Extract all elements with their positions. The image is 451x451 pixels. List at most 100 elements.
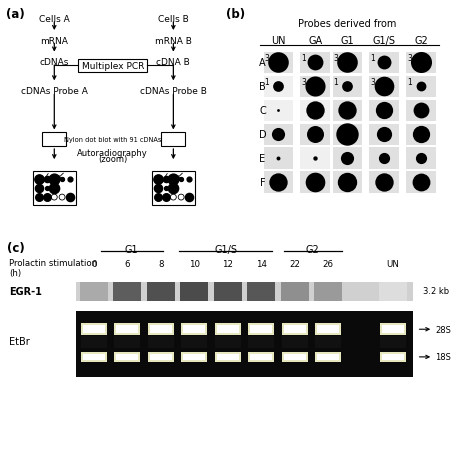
Text: 1: 1: [265, 78, 269, 87]
Point: [418, 107, 425, 115]
Bar: [406, 124, 436, 145]
Bar: [406, 77, 436, 97]
Point: [418, 155, 425, 162]
Text: 3: 3: [407, 54, 412, 63]
Point: [275, 83, 282, 91]
Bar: [115, 336, 140, 348]
Bar: [332, 172, 363, 193]
Text: mRNA: mRNA: [40, 37, 68, 46]
Bar: [263, 77, 294, 97]
Point: [178, 176, 185, 183]
Point: [59, 176, 66, 183]
Text: 3.2 kb: 3.2 kb: [423, 286, 449, 295]
Bar: [263, 172, 294, 193]
Point: [381, 179, 388, 186]
Bar: [183, 354, 205, 360]
Point: [344, 179, 351, 186]
Point: [51, 194, 58, 201]
Bar: [406, 101, 436, 121]
Text: 1: 1: [370, 54, 375, 63]
Bar: [369, 124, 399, 145]
Text: D: D: [258, 130, 266, 140]
Bar: [250, 354, 272, 360]
Bar: [216, 326, 239, 333]
Bar: [83, 354, 105, 360]
Bar: [380, 352, 406, 362]
Point: [35, 194, 42, 201]
Bar: [216, 354, 239, 360]
Text: Autoradiography: Autoradiography: [78, 149, 148, 158]
Bar: [380, 323, 406, 336]
Point: [162, 176, 169, 183]
Point: [312, 107, 319, 115]
Point: [162, 185, 169, 192]
Point: [35, 176, 42, 183]
Point: [344, 107, 351, 115]
Text: F: F: [260, 178, 265, 188]
Point: [344, 131, 351, 138]
Bar: [181, 352, 207, 362]
Bar: [113, 282, 141, 302]
Bar: [282, 336, 308, 348]
Point: [344, 83, 351, 91]
Bar: [215, 352, 241, 362]
Bar: [148, 336, 174, 348]
Text: 0: 0: [91, 259, 97, 268]
Bar: [247, 282, 275, 302]
Bar: [300, 148, 330, 169]
Point: [418, 83, 425, 91]
Bar: [148, 323, 174, 336]
Bar: [32, 171, 76, 206]
Bar: [284, 354, 306, 360]
Bar: [150, 354, 172, 360]
Bar: [76, 282, 413, 302]
Text: GA: GA: [308, 36, 322, 46]
Point: [344, 60, 351, 67]
Bar: [148, 352, 174, 362]
Point: [275, 131, 282, 138]
Point: [162, 194, 169, 201]
Point: [275, 179, 282, 186]
Bar: [215, 336, 241, 348]
Point: [154, 194, 161, 201]
Text: Prolactin stimulation: Prolactin stimulation: [9, 258, 97, 267]
Point: [312, 83, 319, 91]
Text: B: B: [259, 82, 266, 92]
Point: [418, 131, 425, 138]
Bar: [317, 326, 339, 333]
Point: [51, 176, 58, 183]
Bar: [380, 336, 406, 348]
Text: 1: 1: [334, 78, 338, 87]
Text: 12: 12: [222, 259, 233, 268]
Point: [381, 107, 388, 115]
Text: G1: G1: [125, 244, 138, 254]
Point: [43, 185, 50, 192]
Bar: [152, 171, 195, 206]
Bar: [263, 53, 294, 74]
Bar: [116, 326, 138, 333]
Bar: [81, 323, 107, 336]
Bar: [150, 326, 172, 333]
Bar: [161, 133, 185, 147]
Point: [66, 194, 74, 201]
Text: Probes derived from: Probes derived from: [298, 19, 397, 29]
Bar: [78, 60, 147, 73]
Point: [170, 176, 177, 183]
Text: G1/S: G1/S: [373, 36, 396, 46]
Point: [275, 155, 282, 162]
Point: [170, 194, 177, 201]
Text: Multiplex PCR: Multiplex PCR: [82, 62, 144, 71]
Text: 6: 6: [124, 259, 130, 268]
Bar: [81, 352, 107, 362]
Bar: [181, 336, 207, 348]
Point: [381, 155, 388, 162]
Bar: [147, 282, 175, 302]
Point: [418, 179, 425, 186]
Bar: [263, 148, 294, 169]
Bar: [284, 326, 306, 333]
Text: 28S: 28S: [435, 325, 451, 334]
Bar: [42, 133, 66, 147]
Bar: [81, 336, 107, 348]
Bar: [369, 77, 399, 97]
Bar: [369, 53, 399, 74]
